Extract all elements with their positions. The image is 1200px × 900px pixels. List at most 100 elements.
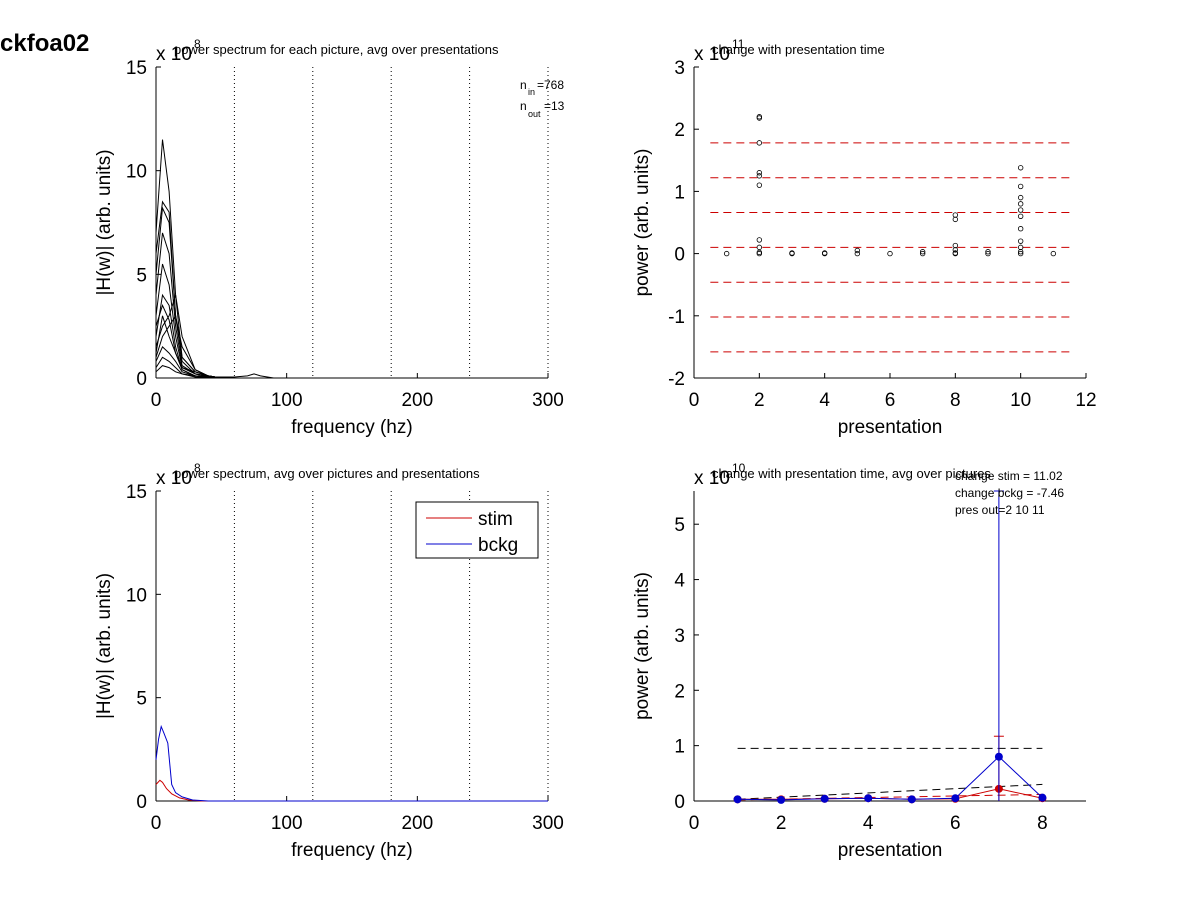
data-point xyxy=(854,247,861,254)
data-point xyxy=(821,250,828,256)
y-tick-label: 5 xyxy=(674,515,685,536)
spectrum-bckg-line xyxy=(155,724,548,802)
data-point xyxy=(1017,201,1024,207)
y-tick-label: 10 xyxy=(126,162,147,183)
y-axis-label: |H(w)| (arb. units) xyxy=(94,149,115,295)
y-tick-label: 10 xyxy=(126,585,147,606)
marker-bckg xyxy=(1038,793,1047,802)
y-exponent-label: 8 xyxy=(194,37,201,51)
data-point xyxy=(1017,165,1024,171)
y-tick-label: 2 xyxy=(674,681,685,702)
x-tick-label: 6 xyxy=(950,813,961,834)
x-tick-label: 2 xyxy=(754,390,765,411)
n-in-label: n xyxy=(520,78,527,92)
spectrum-line xyxy=(155,346,222,379)
spectrum-line xyxy=(155,293,222,379)
n-out-value: =13 xyxy=(544,99,565,113)
y-tick-label: 3 xyxy=(674,626,685,647)
y-tick-label: 0 xyxy=(136,792,147,813)
y-tick-label: 0 xyxy=(674,245,685,266)
x-tick-label: 2 xyxy=(776,813,787,834)
legend-label-stim: stim xyxy=(478,509,513,530)
n-in-value: =768 xyxy=(537,78,564,92)
spectrum-line xyxy=(155,304,222,379)
x-tick-label: 200 xyxy=(401,390,433,411)
chart-title: change with presentation time, avg over … xyxy=(712,466,991,481)
data-point xyxy=(756,250,763,257)
y-tick-label: 1 xyxy=(674,737,685,758)
y-axis-label: power (arb. units) xyxy=(632,149,653,297)
data-point xyxy=(1017,194,1024,201)
y-tick-label: 1 xyxy=(674,182,685,203)
data-point xyxy=(1017,207,1024,213)
marker-bckg xyxy=(951,794,960,803)
x-tick-label: 100 xyxy=(271,813,303,834)
data-point xyxy=(756,237,763,243)
legend-label-bckg: bckg xyxy=(478,535,518,556)
chart-title: power spectrum for each picture, avg ove… xyxy=(174,42,499,57)
data-point xyxy=(952,216,959,223)
spectrum-line xyxy=(155,294,222,379)
spectrum-line xyxy=(155,200,222,379)
x-tick-label: 8 xyxy=(1037,813,1048,834)
x-axis-label: presentation xyxy=(838,840,943,861)
x-tick-label: 4 xyxy=(863,813,874,834)
data-point xyxy=(985,249,991,255)
marker-bckg xyxy=(820,794,829,803)
x-tick-label: 12 xyxy=(1075,390,1096,411)
y-axis-label: power (arb. units) xyxy=(632,572,653,720)
data-point xyxy=(756,140,763,146)
data-point xyxy=(1017,249,1024,255)
spectrum-line xyxy=(155,356,222,379)
x-axis-label: frequency (hz) xyxy=(291,417,412,438)
y-tick-label: -1 xyxy=(668,307,685,328)
y-tick-label: -2 xyxy=(668,369,685,390)
figure-label: ckfoa02 xyxy=(0,30,90,57)
y-tick-label: 2 xyxy=(674,120,685,141)
y-tick-label: 4 xyxy=(674,571,685,592)
data-point xyxy=(1017,250,1024,257)
y-tick-label: 5 xyxy=(136,265,147,286)
data-point xyxy=(952,250,959,257)
legend-box xyxy=(415,501,539,559)
x-tick-label: 0 xyxy=(151,390,162,411)
spectrum-line xyxy=(155,365,274,379)
data-point xyxy=(756,182,763,188)
x-tick-label: 100 xyxy=(271,390,303,411)
marker-bckg xyxy=(777,795,786,804)
y-tick-label: 15 xyxy=(126,482,147,503)
y-exponent-label: 8 xyxy=(194,461,201,475)
fit-dashed-line xyxy=(737,783,1043,800)
data-point xyxy=(756,170,763,176)
marker-bckg xyxy=(907,795,916,804)
data-point xyxy=(756,244,763,251)
y-multiplier-label: x 10 xyxy=(156,44,192,65)
n-out-label: n xyxy=(520,99,527,113)
n-out-sub: out xyxy=(528,109,541,119)
chart-title: power spectrum, avg over pictures and pr… xyxy=(174,466,480,481)
marker-bckg xyxy=(733,795,742,804)
data-point xyxy=(1017,213,1024,219)
data-point xyxy=(1017,183,1024,190)
stats-annotation: pres out=2 10 11 xyxy=(955,503,1045,517)
data-point xyxy=(1017,244,1024,251)
spectrum-line xyxy=(155,139,222,379)
data-point xyxy=(1017,238,1024,244)
y-axis-label: |H(w)| (arb. units) xyxy=(94,573,115,719)
x-tick-label: 200 xyxy=(401,813,433,834)
y-multiplier-label: x 10 xyxy=(694,44,730,65)
data-point xyxy=(985,250,991,257)
spectrum-line xyxy=(155,315,222,379)
series-bckg-line xyxy=(737,756,1043,801)
spectrum-stim-line xyxy=(155,779,548,802)
data-point xyxy=(952,247,959,253)
y-exponent-label: 10 xyxy=(732,461,746,475)
marker-bckg xyxy=(994,752,1003,761)
y-multiplier-label: x 10 xyxy=(156,468,192,489)
stats-annotation: change stim = 11.02 xyxy=(955,469,1063,483)
y-multiplier-label: x 10 xyxy=(694,468,730,489)
data-point xyxy=(952,212,959,218)
stats-annotation: change bckg = -7.46 xyxy=(955,486,1064,500)
chart-title: change with presentation time xyxy=(712,42,885,57)
